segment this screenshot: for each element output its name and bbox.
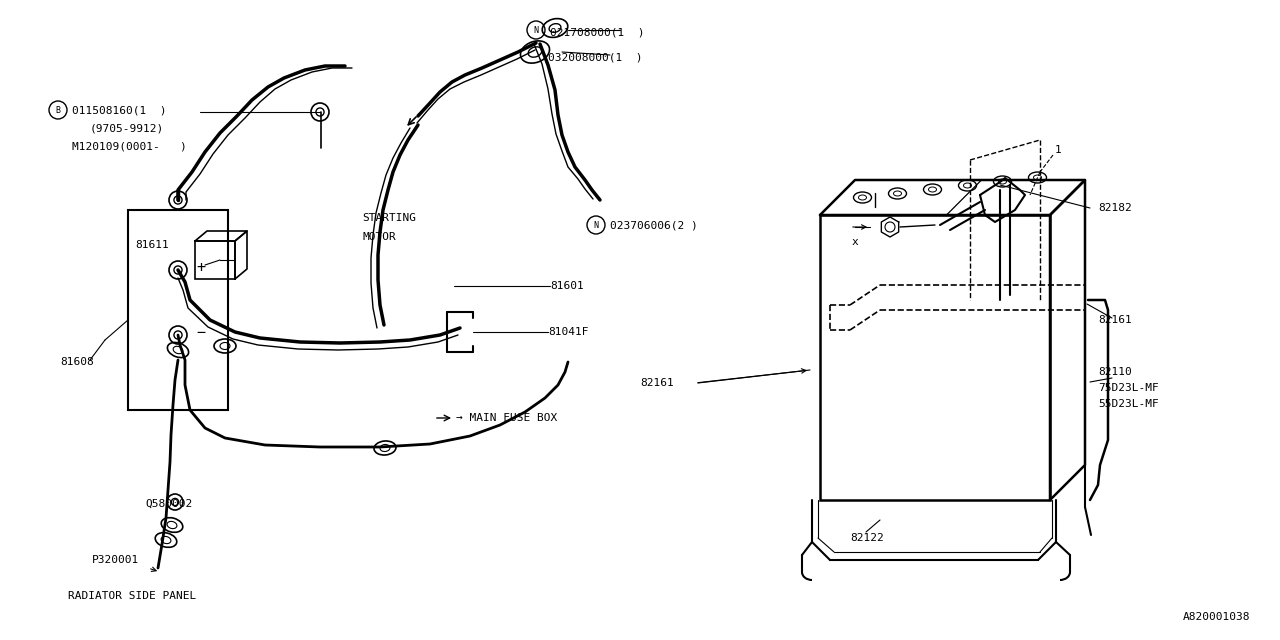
Text: 82161: 82161	[1098, 315, 1132, 325]
Bar	[128, 210, 228, 410]
Text: Q580002: Q580002	[145, 499, 192, 509]
Bar	[820, 215, 1050, 500]
Bar	[195, 241, 236, 279]
Text: → MAIN FUSE BOX: → MAIN FUSE BOX	[456, 413, 557, 423]
Text: 021708000(1  ): 021708000(1 )	[550, 27, 645, 37]
Text: x: x	[851, 237, 859, 247]
Text: 82182: 82182	[1098, 203, 1132, 213]
Text: 81611: 81611	[134, 240, 169, 250]
Text: 011508160(1  ): 011508160(1 )	[72, 105, 166, 115]
Text: 81601: 81601	[550, 281, 584, 291]
Text: A820001038: A820001038	[1183, 612, 1251, 622]
Text: 82161: 82161	[640, 378, 673, 388]
Text: (9705-9912): (9705-9912)	[90, 123, 164, 133]
Text: N: N	[534, 26, 539, 35]
Text: STARTING: STARTING	[362, 213, 416, 223]
Text: N: N	[594, 221, 599, 230]
Text: 1: 1	[1055, 145, 1061, 155]
Text: RADIATOR SIDE PANEL: RADIATOR SIDE PANEL	[68, 591, 196, 601]
Text: 032008000(1  ): 032008000(1 )	[548, 52, 643, 62]
Text: −: −	[196, 324, 205, 339]
Text: 81041F: 81041F	[548, 327, 589, 337]
Text: M120109(0001-   ): M120109(0001- )	[72, 141, 187, 151]
Text: P320001: P320001	[92, 555, 140, 565]
Text: B: B	[55, 106, 60, 115]
Text: 55D23L-MF: 55D23L-MF	[1098, 399, 1158, 409]
Text: MOTOR: MOTOR	[362, 232, 396, 242]
Text: 023706006(2 ): 023706006(2 )	[611, 220, 698, 230]
Text: 82110: 82110	[1098, 367, 1132, 377]
Text: +: +	[196, 259, 205, 275]
Text: 82122: 82122	[850, 533, 883, 543]
Text: 81608: 81608	[60, 357, 93, 367]
Text: 75D23L-MF: 75D23L-MF	[1098, 383, 1158, 393]
